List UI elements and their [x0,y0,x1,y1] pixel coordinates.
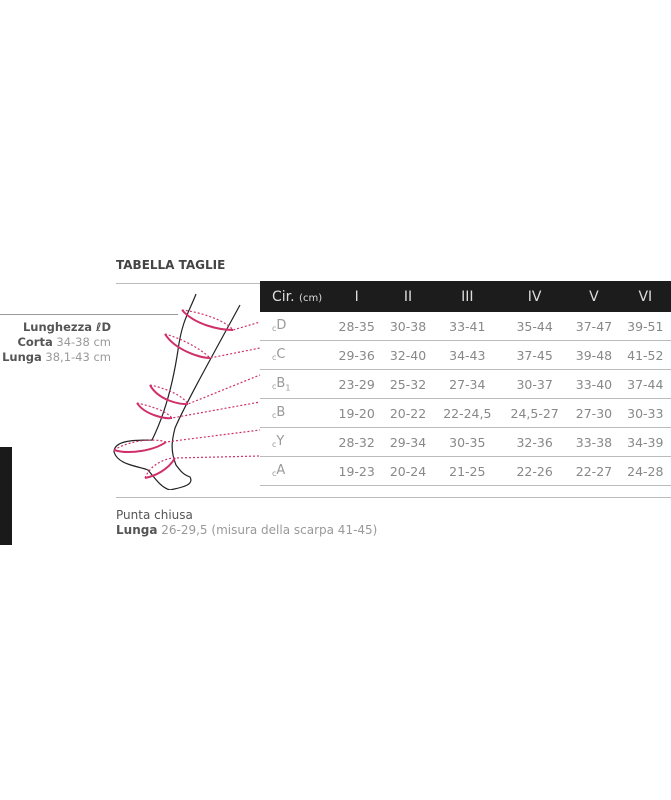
row-label: cY [260,427,331,457]
table-cell: 29-36 [331,340,383,370]
table-cell: 37-45 [500,340,569,370]
table-header: Cir. (cm) I II III IV V VI [260,281,671,312]
table-cell: 23-29 [331,369,383,399]
row-label: cB1 [260,369,331,399]
divider [116,497,671,498]
footer-long-value: 26-29,5 (misura della scarpa 41-45) [161,523,378,537]
table-cell: 39-51 [619,312,671,341]
short-label: Corta [17,335,53,349]
table-cell: 24,5-27 [500,398,569,428]
page-title: TABELLA TAGLIE [116,258,226,272]
col-header: I [331,281,383,312]
table-cell: 22-27 [568,456,620,486]
divider [0,314,178,315]
long-label: Lunga [2,350,42,364]
table-cell: 34-39 [619,427,671,457]
length-info: Lunghezza ℓD Corta 34-38 cm Lunga 38,1-4… [0,320,111,365]
table-cell: 30-38 [382,312,434,341]
row-label: cC [260,340,331,370]
table-cell: 35-44 [500,312,569,341]
length-heading: Lunghezza ℓD [22,320,111,334]
leg-measurement-diagram [113,293,261,490]
table-cell: 20-22 [382,398,434,428]
table-cell: 37-47 [568,312,620,341]
col-header: II [382,281,434,312]
long-value: 38,1-43 cm [45,350,111,364]
table-row: cB 19-20 20-22 22-24,5 24,5-27 27-30 30-33 [260,398,671,428]
table-row: cD 28-35 30-38 33-41 35-44 37-47 39-51 [260,312,671,341]
toe-type: Punta chiusa [116,508,193,522]
table-cell: 37-44 [619,369,671,399]
table-cell: 34-43 [433,340,501,370]
col-header: VI [619,281,671,312]
table-cell: 27-30 [568,398,620,428]
table-cell: 41-52 [619,340,671,370]
table-cell: 30-33 [619,398,671,428]
table-row: cB1 23-29 25-32 27-34 30-37 33-40 37-44 [260,369,671,399]
table-cell: 33-38 [568,427,620,457]
table-row: cC 29-36 32-40 34-43 37-45 39-48 41-52 [260,340,671,370]
header-circ: Cir. (cm) [260,281,331,312]
table-cell: 32-36 [500,427,569,457]
table-cell: 19-23 [331,456,383,486]
short-value: 34-38 cm [56,335,111,349]
dark-edge [0,447,12,545]
table-cell: 22-24,5 [433,398,501,428]
size-table: Cir. (cm) I II III IV V VI cD 28-35 30-38 3… [260,281,671,486]
table-cell: 24-28 [619,456,671,486]
table-cell: 19-20 [331,398,383,428]
col-header: IV [500,281,569,312]
table-cell: 30-37 [500,369,569,399]
table-cell: 33-41 [433,312,501,341]
footer-note: Punta chiusa Lunga 26-29,5 (misura della… [116,508,377,538]
col-header: V [568,281,620,312]
table-cell: 39-48 [568,340,620,370]
table-cell: 20-24 [382,456,434,486]
table-cell: 28-32 [331,427,383,457]
table-cell: 32-40 [382,340,434,370]
table-cell: 29-34 [382,427,434,457]
row-label: cD [260,312,331,341]
col-header: III [433,281,501,312]
table-cell: 33-40 [568,369,620,399]
table-cell: 28-35 [331,312,383,341]
table-cell: 22-26 [500,456,569,486]
table-cell: 30-35 [433,427,501,457]
table-row: cA 19-23 20-24 21-25 22-26 22-27 24-28 [260,456,671,486]
table-cell: 25-32 [382,369,434,399]
table-cell: 21-25 [433,456,501,486]
table-row: cY 28-32 29-34 30-35 32-36 33-38 34-39 [260,427,671,457]
table-cell: 27-34 [433,369,501,399]
row-label: cA [260,456,331,486]
row-label: cB [260,398,331,428]
footer-long-label: Lunga [116,523,158,537]
